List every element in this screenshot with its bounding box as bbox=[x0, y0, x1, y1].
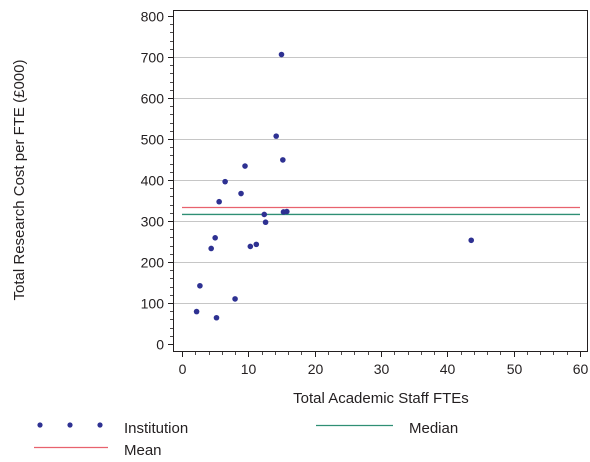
plot-area bbox=[173, 10, 588, 352]
y-tick-label-800: 800 bbox=[141, 9, 165, 25]
y-tick-label-0: 0 bbox=[156, 337, 164, 353]
x-tick-label-30: 30 bbox=[374, 361, 390, 377]
data-point-6 bbox=[216, 198, 222, 205]
data-point-4 bbox=[212, 235, 218, 241]
y-tick-label-700: 700 bbox=[141, 50, 165, 66]
y-tick-label-600: 600 bbox=[141, 91, 165, 107]
data-point-17 bbox=[280, 157, 286, 163]
data-point-19 bbox=[284, 208, 290, 215]
data-point-7 bbox=[222, 178, 228, 185]
legend-label-institution: Institution bbox=[124, 420, 188, 437]
data-point-15 bbox=[273, 133, 279, 139]
legend-label-median: Median bbox=[409, 420, 458, 437]
y-tick-label-300: 300 bbox=[141, 214, 165, 230]
legend: Institution Median Mean bbox=[34, 420, 458, 459]
x-tick-label-20: 20 bbox=[308, 361, 324, 377]
data-point-2 bbox=[197, 282, 203, 289]
data-point-11 bbox=[247, 243, 254, 250]
axis-ticks: 0 100 200 300 400 500 600 700 800 0 10 20 30 40 50 60 bbox=[141, 9, 589, 378]
data-point-20 bbox=[468, 237, 475, 244]
data-point-10 bbox=[242, 163, 248, 169]
x-tick-label-40: 40 bbox=[440, 361, 456, 377]
data-point-3 bbox=[208, 245, 214, 252]
data-point-14 bbox=[262, 219, 269, 226]
data-point-1 bbox=[193, 308, 200, 315]
reference-lines bbox=[182, 206, 580, 216]
legend-label-mean: Mean bbox=[124, 442, 162, 459]
legend-marker-institution bbox=[37, 422, 103, 428]
x-tick-label-10: 10 bbox=[241, 361, 257, 377]
data-point-13 bbox=[261, 211, 268, 218]
x-tick-label-50: 50 bbox=[507, 361, 523, 377]
y-tick-label-500: 500 bbox=[141, 132, 165, 148]
data-points bbox=[193, 51, 475, 321]
y-tick-label-400: 400 bbox=[141, 173, 165, 189]
x-tick-label-0: 0 bbox=[179, 361, 187, 377]
data-point-8 bbox=[232, 296, 238, 302]
data-point-9 bbox=[238, 190, 244, 197]
y-axis-title: Total Research Cost per FTE (£000) bbox=[11, 60, 28, 301]
x-tick-label-60: 60 bbox=[573, 361, 589, 377]
data-point-12 bbox=[253, 241, 260, 248]
y-tick-label-200: 200 bbox=[141, 255, 165, 271]
y-tick-label-100: 100 bbox=[141, 296, 165, 312]
x-axis-title: Total Academic Staff FTEs bbox=[293, 390, 469, 407]
data-point-16 bbox=[278, 51, 285, 58]
gridlines bbox=[173, 57, 588, 304]
data-point-5 bbox=[213, 314, 220, 321]
